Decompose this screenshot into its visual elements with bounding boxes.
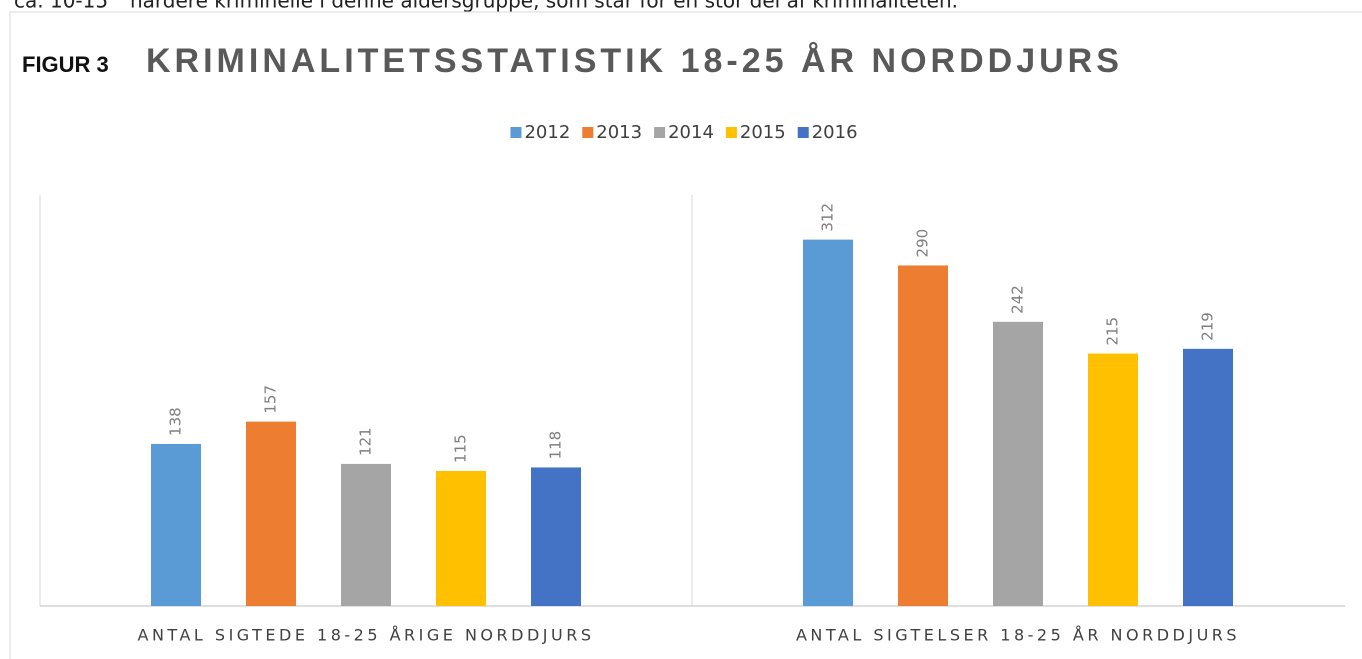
legend-label: 2014: [668, 122, 714, 143]
value-label: 219: [1199, 312, 1217, 341]
legend-label: 2013: [596, 122, 642, 143]
bar: [436, 470, 486, 606]
bar: [1088, 353, 1138, 606]
value-label: 138: [167, 407, 185, 436]
value-label: 157: [262, 385, 280, 414]
value-label: 290: [914, 229, 932, 258]
bar: [993, 321, 1043, 606]
legend-swatch: [725, 127, 737, 138]
figure-label: FIGUR 3: [22, 52, 109, 77]
legend-label: 2015: [740, 122, 786, 143]
value-label: 115: [452, 434, 470, 463]
value-label: 215: [1104, 317, 1122, 346]
category-label: ANTAL SIGTELSER 18-25 ÅR NORDDJURS: [796, 626, 1240, 645]
chart-frame: [9, 11, 1362, 659]
category-label: ANTAL SIGTEDE 18-25 ÅRIGE NORDDJURS: [138, 626, 595, 645]
legend-label: 2016: [812, 122, 858, 143]
value-label: 118: [547, 431, 565, 460]
legend-swatch: [654, 127, 666, 138]
value-label: 242: [1009, 285, 1027, 314]
bar: [803, 239, 853, 606]
bar: [898, 265, 948, 606]
bar: [1183, 348, 1233, 606]
chart-title: KRIMINALITETSSTATISTIK 18-25 ÅR NORDDJUR…: [146, 42, 1123, 80]
value-label: 312: [819, 203, 837, 232]
legend-swatch: [510, 127, 522, 138]
caption: ca. 10-15 " hårdere kriminelle i denne a…: [14, 0, 958, 13]
legend-swatch: [582, 127, 594, 138]
legend-swatch: [797, 127, 809, 138]
bar: [341, 463, 391, 606]
bar: [151, 443, 201, 606]
bar: [246, 421, 296, 606]
bar: [531, 467, 581, 606]
value-label: 121: [357, 427, 375, 456]
legend-label: 2012: [524, 122, 570, 143]
